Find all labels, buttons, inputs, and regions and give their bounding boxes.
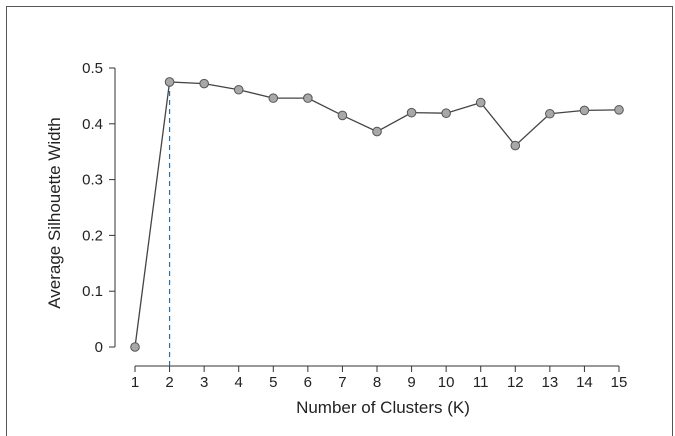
x-tick-label: 15 <box>611 374 628 391</box>
x-tick-label: 5 <box>269 374 277 391</box>
x-axis-title: Number of Clusters (K) <box>296 398 470 417</box>
data-point <box>164 77 175 87</box>
y-tick-label: 0 <box>95 339 103 356</box>
data-point <box>475 97 486 108</box>
x-tick-label: 3 <box>200 374 208 391</box>
x-tick-label: 8 <box>373 374 381 391</box>
x-tick-label: 10 <box>438 374 455 391</box>
x-tick-label: 7 <box>338 374 346 391</box>
data-point <box>337 110 348 121</box>
data-point <box>614 105 624 115</box>
y-tick-label: 0.2 <box>82 227 103 244</box>
series-polyline <box>134 81 620 348</box>
x-tick-label: 6 <box>304 374 312 391</box>
y-tick-label: 0.4 <box>82 116 103 133</box>
x-tick-label: 2 <box>165 374 173 391</box>
chart-frame <box>6 6 673 436</box>
y-tick-label: 0.1 <box>82 283 103 300</box>
x-tick-label: 11 <box>473 374 489 391</box>
x-tick-label: 1 <box>131 374 139 391</box>
data-point <box>545 108 555 119</box>
data-point <box>510 140 521 151</box>
x-tick-label: 13 <box>542 374 559 391</box>
data-point <box>130 342 140 352</box>
data-point <box>268 93 279 103</box>
data-point <box>579 105 590 116</box>
y-axis-title: Average Silhouette Width <box>45 117 64 309</box>
x-tick-label: 4 <box>235 374 243 391</box>
y-tick-label: 0.5 <box>82 60 103 77</box>
data-point <box>233 84 244 95</box>
y-tick-label: 0.3 <box>82 172 103 189</box>
data-points <box>130 77 624 352</box>
series-line <box>134 81 620 348</box>
x-tick-label: 12 <box>507 374 524 391</box>
x-tick-label: 14 <box>576 374 593 391</box>
data-point <box>303 93 313 103</box>
axes: 00.10.20.30.40.51 2 3 4 5 6 7 8 9 10 11 12 13 14 15 <box>82 60 627 391</box>
data-point <box>406 107 417 118</box>
data-point <box>441 108 451 118</box>
data-point <box>372 126 382 137</box>
data-point <box>199 78 209 89</box>
x-tick-label: 9 <box>407 374 415 391</box>
